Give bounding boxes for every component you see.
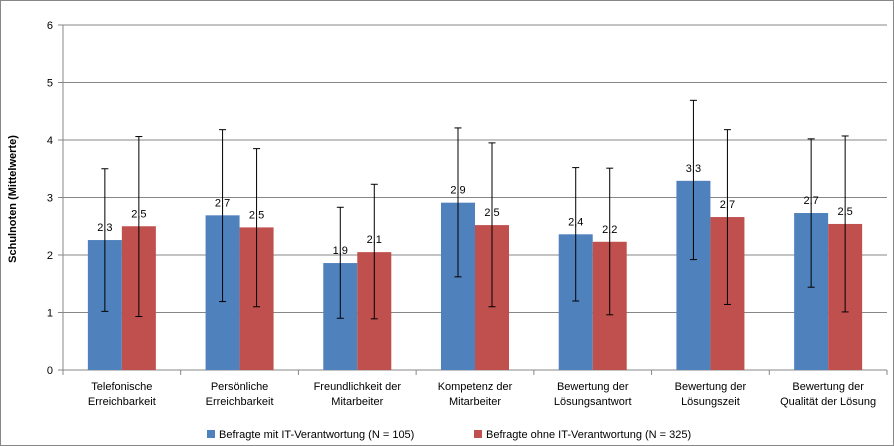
data-label: 1,9 — [333, 245, 348, 257]
category-label: Bewertung der — [675, 381, 747, 393]
category-label: Kompetenz der — [438, 381, 513, 393]
category-label: Mitarbeiter — [331, 396, 383, 408]
data-label: 3,3 — [686, 163, 701, 175]
data-label: 2,7 — [720, 199, 735, 211]
data-label: 2,5 — [249, 209, 264, 221]
data-label: 2,7 — [215, 197, 230, 209]
category-label: Mitarbeiter — [449, 396, 501, 408]
category-label: Persönliche — [211, 381, 268, 393]
y-tick-label: 0 — [47, 365, 53, 377]
grid-layer — [63, 24, 887, 313]
category-label: Lösungsantwort — [554, 396, 632, 408]
category-label: Bewertung der — [557, 381, 629, 393]
legend-swatch — [474, 430, 482, 438]
legend-label: Befragte mit IT-Verantwortung (N = 105) — [219, 429, 414, 441]
data-label: 2,5 — [131, 208, 146, 220]
category-label: Bewertung der — [792, 381, 864, 393]
category-label: Telefonische — [91, 381, 152, 393]
y-tick-label: 5 — [47, 78, 53, 90]
y-tick-label: 4 — [47, 135, 53, 147]
legend-label: Befragte ohne IT-Verantwortung (N = 325) — [486, 429, 691, 441]
category-label: Erreichbarkeit — [88, 396, 156, 408]
data-label: 2,5 — [484, 207, 499, 219]
category-labels-layer: Telefonische Erreichbarkeit Persönliche Err… — [88, 381, 876, 408]
category-label: Freundlichkeit der — [314, 381, 402, 393]
legend: Befragte mit IT-Verantwortung (N = 105) B… — [207, 429, 691, 441]
category-label: Qualität der Lösung — [780, 396, 876, 408]
y-tick-label: 6 — [47, 20, 53, 32]
data-label: 2,2 — [602, 224, 617, 236]
data-label: 2,7 — [803, 195, 818, 207]
y-tick-label: 2 — [47, 250, 53, 262]
bars-layer — [87, 180, 863, 370]
data-label: 2,9 — [450, 185, 465, 197]
category-label: Erreichbarkeit — [206, 396, 274, 408]
category-label: Lösungszeit — [681, 396, 740, 408]
error-bars-layer — [101, 99, 849, 320]
legend-swatch — [207, 430, 215, 438]
data-label: 2,5 — [837, 206, 852, 218]
y-tick-label: 1 — [47, 308, 53, 320]
data-label: 2,1 — [367, 234, 382, 246]
y-axis-title: Schulnoten (Mittelwerte) — [7, 135, 19, 263]
data-label: 2,4 — [568, 216, 583, 228]
data-labels-layer: 2,3 2,5 2,7 2,5 1,9 2,1 2,9 2,5 2,4 2,2 3,3 2,7 2,7 2… — [97, 163, 853, 257]
y-tick-label: 3 — [47, 193, 53, 205]
data-label: 2,3 — [97, 222, 112, 234]
